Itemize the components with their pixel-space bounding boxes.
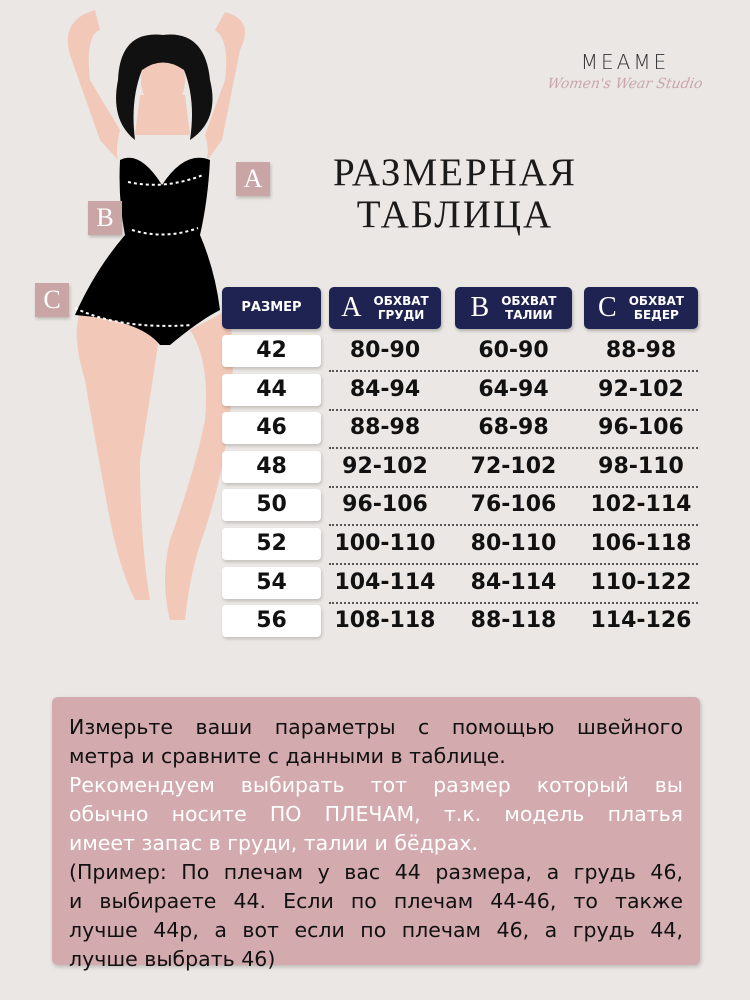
header-hips: C ОБХВАТ БЕДЕР <box>584 287 698 329</box>
instruction-line: (Пример: По плечам у вас 44 размера, а г… <box>69 860 683 884</box>
hips-value: 114-126 <box>590 608 692 634</box>
hips-value: 102-114 <box>590 492 692 518</box>
size-cell: 56 <box>222 605 321 638</box>
size-cell: 50 <box>222 489 321 522</box>
waist-value: 84-114 <box>470 569 557 595</box>
hips-value: 92-102 <box>598 376 684 402</box>
chest-value: 108-118 <box>334 608 436 634</box>
hips-value: 110-122 <box>590 569 692 595</box>
chest-value: 80-90 <box>349 338 421 363</box>
header-size: РАЗМЕР <box>222 287 321 329</box>
header-label: ОБХВАТ ТАЛИИ <box>501 294 557 322</box>
body-illustration <box>67 10 245 620</box>
hips-value: 106-118 <box>590 531 692 556</box>
header-label: РАЗМЕР <box>241 300 302 315</box>
header-letter: B <box>470 292 490 323</box>
badge-a: A <box>236 162 270 196</box>
badge-c: C <box>35 283 69 317</box>
instruction-line: Измерьте ваши параметры с помощью швейно… <box>69 715 683 739</box>
title-line-2: ТАБЛИЦА <box>356 193 554 236</box>
waist-value: 60-90 <box>478 338 549 363</box>
brand-logo: MEAME Women's Wear Studio <box>540 50 710 92</box>
header-waist: B ОБХВАТ ТАЛИИ <box>455 287 572 329</box>
size-cell: 42 <box>222 335 321 367</box>
chest-value: 92-102 <box>342 453 428 479</box>
chest-value: 96-106 <box>342 492 428 518</box>
instruction-line: Рекомендуем выбирать тот размер который … <box>69 773 683 797</box>
size-cell: 52 <box>222 528 321 560</box>
header-label: ОБХВАТ ГРУДИ <box>373 294 429 322</box>
chest-value: 100-110 <box>334 531 436 556</box>
instruction-line: и выбираете 44. Если по плечам 44-46, то… <box>69 889 683 913</box>
size-cell: 48 <box>222 450 321 483</box>
instructions-box: Измерьте ваши параметры с помощью швейно… <box>52 697 700 971</box>
hips-value: 96-106 <box>598 415 684 441</box>
row-divider <box>329 524 698 527</box>
instruction-line: лучше 44р, а вот если по плечам 46, а гр… <box>69 918 683 942</box>
chest-value: 88-98 <box>349 415 421 441</box>
instruction-line: лучше выбрать 46) <box>69 947 276 971</box>
row-divider <box>329 370 698 372</box>
chest-value: 84-94 <box>349 376 421 402</box>
instruction-line: метра и сравните с данными в таблице. <box>69 744 506 768</box>
badge-b: B <box>88 201 122 235</box>
size-cell: 44 <box>222 373 321 406</box>
header-label: ОБХВАТ БЕДЕР <box>628 294 684 322</box>
head <box>141 50 185 110</box>
waist-value: 72-102 <box>470 453 557 479</box>
header-chest: A ОБХВАТ ГРУДИ <box>329 287 441 329</box>
instruction-line: имеет запас в груди, талии и бёдрах. <box>69 831 478 855</box>
waist-value: 64-94 <box>478 376 549 402</box>
chest-measure-arrow <box>127 174 204 186</box>
waist-value: 76-106 <box>470 492 557 518</box>
bodysuit <box>75 157 220 345</box>
brand-tagline: Women's Wear Studio <box>546 76 704 92</box>
hair <box>116 34 213 140</box>
brand-name: MEAME <box>580 50 670 74</box>
row-divider <box>329 408 698 411</box>
waist-measure-arrow <box>131 227 199 236</box>
instruction-line: обычно носите ПО ПЛЕЧАМ, т.к. модель пла… <box>69 802 683 826</box>
page-title: РАЗМЕРНАЯ ТАБЛИЦА <box>300 152 610 236</box>
hips-value: 98-110 <box>598 453 684 479</box>
hip-measure-arrow <box>74 307 193 327</box>
row-divider <box>329 563 698 565</box>
row-divider <box>329 447 698 450</box>
row-divider <box>329 601 698 604</box>
hips-value: 88-98 <box>605 338 677 363</box>
waist-value: 68-98 <box>478 415 549 441</box>
row-divider <box>329 485 698 488</box>
header-letter: C <box>598 292 617 323</box>
waist-value: 88-118 <box>470 608 557 634</box>
size-cell: 54 <box>222 566 321 599</box>
size-cell: 46 <box>222 412 321 445</box>
chest-value: 104-114 <box>334 569 436 595</box>
title-line-1: РАЗМЕРНАЯ <box>333 151 577 194</box>
waist-value: 80-110 <box>470 531 557 556</box>
header-letter: A <box>341 292 362 323</box>
